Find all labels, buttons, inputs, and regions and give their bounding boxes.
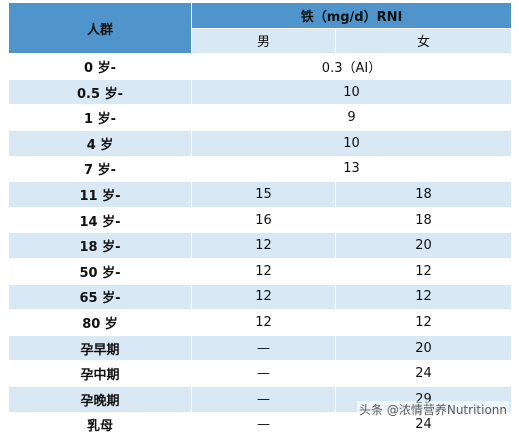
male-value-cell: 12 xyxy=(191,257,336,285)
group-cell: 孕中期 xyxy=(8,360,192,387)
male-value-cell: — xyxy=(191,360,336,387)
group-cell: 14 岁- xyxy=(8,206,192,234)
female-value-cell: 12 xyxy=(334,309,513,336)
female-value-cell: 20 xyxy=(334,232,513,259)
group-cell: 50 岁- xyxy=(8,257,192,285)
group-cell: 孕晚期 xyxy=(8,385,192,413)
iron-rni-header: 铁（mg/d）RNI xyxy=(190,2,513,29)
table-row: 0 岁- 0.3（AI） xyxy=(8,53,513,80)
male-value-cell: 12 xyxy=(191,283,336,311)
male-value-cell: — xyxy=(191,385,336,413)
male-value-cell: — xyxy=(191,334,336,362)
sex-header-row: 男 女 xyxy=(9,27,513,55)
female-value-cell: 12 xyxy=(334,257,513,285)
male-value-cell: 15 xyxy=(191,181,336,208)
table-row: 80 岁 12 12 xyxy=(8,309,513,336)
table-row: 18 岁- 12 20 xyxy=(8,232,513,259)
merged-value-cell: 13 xyxy=(190,155,513,183)
female-value-cell: 24 xyxy=(334,360,513,387)
table-row: 65 岁- 12 12 xyxy=(8,283,513,311)
table-row: 11 岁- 15 18 xyxy=(8,181,513,208)
male-value-cell: — xyxy=(191,411,336,438)
table-body: 0 岁- 0.3（AI） 0.5 岁- 10 1 岁- 9 4 岁 10 7 岁… xyxy=(8,53,513,438)
group-cell: 4 岁 xyxy=(8,129,192,157)
group-cell: 1 岁- xyxy=(8,104,192,131)
group-cell: 18 岁- xyxy=(8,232,192,259)
group-cell: 7 岁- xyxy=(8,155,192,183)
group-cell: 80 岁 xyxy=(8,309,192,336)
group-cell: 11 岁- xyxy=(8,181,192,208)
female-header: 女 xyxy=(334,27,513,55)
merged-value-cell: 0.3（AI） xyxy=(190,53,513,80)
female-value-cell: 18 xyxy=(334,206,513,234)
male-value-cell: 12 xyxy=(191,309,336,336)
iron-rni-table: 人群 铁（mg/d）RNI 男 女 0 岁- 0.3（AI） 0.5 岁- 10… xyxy=(8,1,513,438)
table-row: 孕早期 — 20 xyxy=(8,334,513,362)
merged-value-cell: 10 xyxy=(190,78,513,106)
merged-value-cell: 10 xyxy=(190,129,513,157)
group-cell: 孕早期 xyxy=(8,334,192,362)
table-row: 14 岁- 16 18 xyxy=(8,206,513,234)
table-row: 50 岁- 12 12 xyxy=(8,257,513,285)
table-row: 4 岁 10 xyxy=(8,129,513,157)
male-value-cell: 12 xyxy=(191,232,336,259)
header-row: 人群 铁（mg/d）RNI xyxy=(8,1,513,55)
male-header: 男 xyxy=(191,27,336,55)
group-cell: 0.5 岁- xyxy=(8,78,192,106)
group-cell: 0 岁- xyxy=(8,53,192,80)
merged-value-cell: 9 xyxy=(190,104,513,131)
table-row: 1 岁- 9 xyxy=(8,104,513,131)
table-row: 0.5 岁- 10 xyxy=(8,78,513,106)
group-header: 人群 xyxy=(8,1,192,55)
group-cell: 65 岁- xyxy=(8,283,192,311)
table-row: 孕中期 — 24 xyxy=(8,360,513,387)
female-value-cell: 12 xyxy=(334,283,513,311)
female-value-cell: 20 xyxy=(334,334,513,362)
table-row: 7 岁- 13 xyxy=(8,155,513,183)
female-value-cell: 18 xyxy=(334,181,513,208)
watermark-text: 头条 @浓情营养Nutritionn xyxy=(357,401,509,418)
group-cell: 乳母 xyxy=(8,411,192,438)
male-value-cell: 16 xyxy=(191,206,336,234)
